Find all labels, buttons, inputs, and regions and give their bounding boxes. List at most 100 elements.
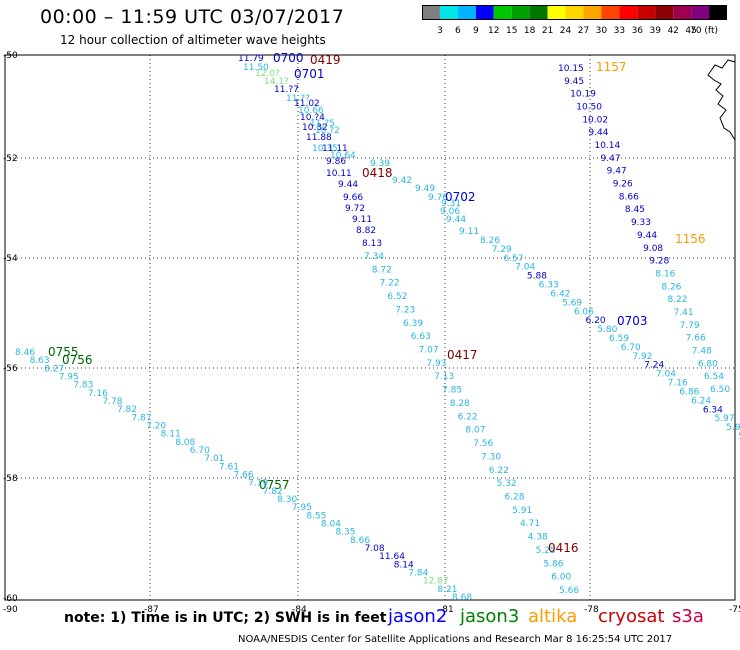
wave-height-value: 7.24 <box>644 361 664 371</box>
map-title: 00:00 – 11:59 UTC 03/07/2017 <box>40 6 345 28</box>
colorbar-swatch <box>422 5 440 20</box>
wave-height-value: 9.08 <box>643 244 663 254</box>
wave-height-value: 7.16 <box>88 389 108 399</box>
wave-height-value: 9.47 <box>601 154 621 164</box>
colorbar-label: 24 <box>560 26 572 36</box>
wave-height-value: 7.85 <box>442 386 462 396</box>
colorbar-swatch <box>565 5 584 20</box>
credit-line: NOAA/NESDIS Center for Satellite Applica… <box>238 634 673 645</box>
units-note: note: 1) Time is in UTC; 2) SWH is in fe… <box>64 610 387 626</box>
wave-height-value: 8.22 <box>667 295 687 305</box>
pass-time-label: 0702 <box>445 190 476 204</box>
colorbar-label: 27 <box>578 26 589 36</box>
legend-altika: altika <box>528 606 578 627</box>
latitude-label: -60 <box>3 594 18 604</box>
pass-time-label: 0418 <box>362 166 393 180</box>
wave-height-value: 5.97 <box>715 414 735 424</box>
colorbar-swatch <box>529 5 548 20</box>
colorbar-swatch <box>709 5 727 20</box>
wave-height-value: 11.64 <box>379 552 405 562</box>
wave-height-value: 9.26 <box>613 180 633 190</box>
wave-height-value: 11.?5 <box>310 119 335 129</box>
colorbar-label: 12 <box>488 26 499 36</box>
wave-height-value: 10.35 <box>312 144 338 154</box>
wave-height-value: 8.11 <box>161 430 181 440</box>
wave-height-value: 11.?7 <box>274 85 299 95</box>
colorbar-swatch <box>547 5 566 20</box>
wave-height-value: 6.52 <box>387 292 407 302</box>
colorbar-label: 30 <box>596 26 608 36</box>
longitude-label: -81 <box>439 605 454 615</box>
wave-height-value: 8.13 <box>362 239 382 249</box>
wave-height-value: 9.11 <box>352 215 372 225</box>
wave-height-value: 9.11 <box>459 227 479 237</box>
colorbar-swatch <box>673 5 692 20</box>
wave-height-value: 6.34 <box>703 405 723 415</box>
wave-height-value: 6.42 <box>550 289 570 299</box>
wave-height-value: 7.92 <box>632 352 652 362</box>
wave-height-value: 7.04 <box>656 370 676 380</box>
wave-height-value: 7.08 <box>365 544 385 554</box>
wave-height-value: 10.66 <box>298 106 324 116</box>
wave-height-value: 7.84 <box>408 569 428 579</box>
colorbar-swatch <box>493 5 512 20</box>
colorbar-label: 45 <box>685 26 696 36</box>
colorbar-label: 15 <box>506 26 517 36</box>
pass-time-label: 0755 <box>48 345 79 359</box>
wave-height-value: 11.02 <box>294 99 320 109</box>
wave-height-value: 8.66 <box>619 192 639 202</box>
wave-height-value: 8.45 <box>625 205 645 215</box>
colorbar-label: 42 <box>667 26 678 36</box>
wave-height-value: 5.32 <box>497 479 517 489</box>
wave-height-value: 7.20 <box>146 422 166 432</box>
wave-height-value: 6.50 <box>710 385 730 395</box>
wave-height-value: 8.66 <box>350 536 370 546</box>
wave-height-value: 6.70 <box>190 446 210 456</box>
wave-height-value: 8.08 <box>175 438 195 448</box>
colorbar-label: 39 <box>650 26 662 36</box>
wave-height-value: 5.66 <box>559 586 579 596</box>
wave-height-value: 8.46 <box>15 348 35 358</box>
wave-height-value: 7.48 <box>692 346 712 356</box>
wave-height-value: 7.78 <box>102 397 122 407</box>
wave-height-value: 10.14 <box>594 141 620 151</box>
wave-height-value: 9.42 <box>392 176 412 186</box>
wave-height-value: 7.66 <box>234 471 254 481</box>
latitude-label: -50 <box>3 51 18 61</box>
colorbar-label: 18 <box>524 26 536 36</box>
wave-height-value: 7.61 <box>219 462 239 472</box>
longitude-label: -84 <box>292 605 307 615</box>
wave-height-value: 12.0? <box>255 69 280 79</box>
wave-height-value: 8.27 <box>44 364 64 374</box>
wave-height-value: 9.86 <box>326 157 346 167</box>
wave-height-value: 7.56 <box>473 439 493 449</box>
wave-height-value: 4.38 <box>528 533 548 543</box>
colorbar-swatch <box>691 5 710 20</box>
wave-height-value: 8.07 <box>465 426 485 436</box>
wave-height-value: 7.13 <box>434 372 454 382</box>
pass-time-label: 0703 <box>617 314 648 328</box>
wave-height-value: 9.33 <box>631 218 651 228</box>
wave-height-value: 7.01 <box>204 454 224 464</box>
longitude-label: -78 <box>584 605 599 615</box>
wave-height-value: 8.16 <box>655 269 675 279</box>
wave-height-value: 7.22 <box>380 279 400 289</box>
wave-height-value: 9.47 <box>607 167 627 177</box>
wave-height-value: 7.34 <box>364 252 384 262</box>
wave-height-value: 6.20 <box>586 316 606 326</box>
colorbar-label: 21 <box>542 26 553 36</box>
pass-time-label: 0417 <box>447 348 478 362</box>
colorbar-label: 33 <box>614 26 625 36</box>
wave-height-value: 11.11 <box>322 144 348 154</box>
wave-height-value: 6.86 <box>679 387 699 397</box>
wave-height-value: 6.22 <box>458 412 478 422</box>
wave-height-value: 10.?2 <box>315 126 340 136</box>
colorbar-frame <box>422 5 727 20</box>
wave-height-value: 9.66 <box>343 193 363 203</box>
pass-time-label: 0416 <box>548 541 579 555</box>
wave-height-value: 10.19 <box>570 90 596 100</box>
pass-time-label: 0700 <box>273 51 304 65</box>
pass-time-label: 1156 <box>675 232 706 246</box>
wave-height-value: 6.33 <box>539 281 559 291</box>
